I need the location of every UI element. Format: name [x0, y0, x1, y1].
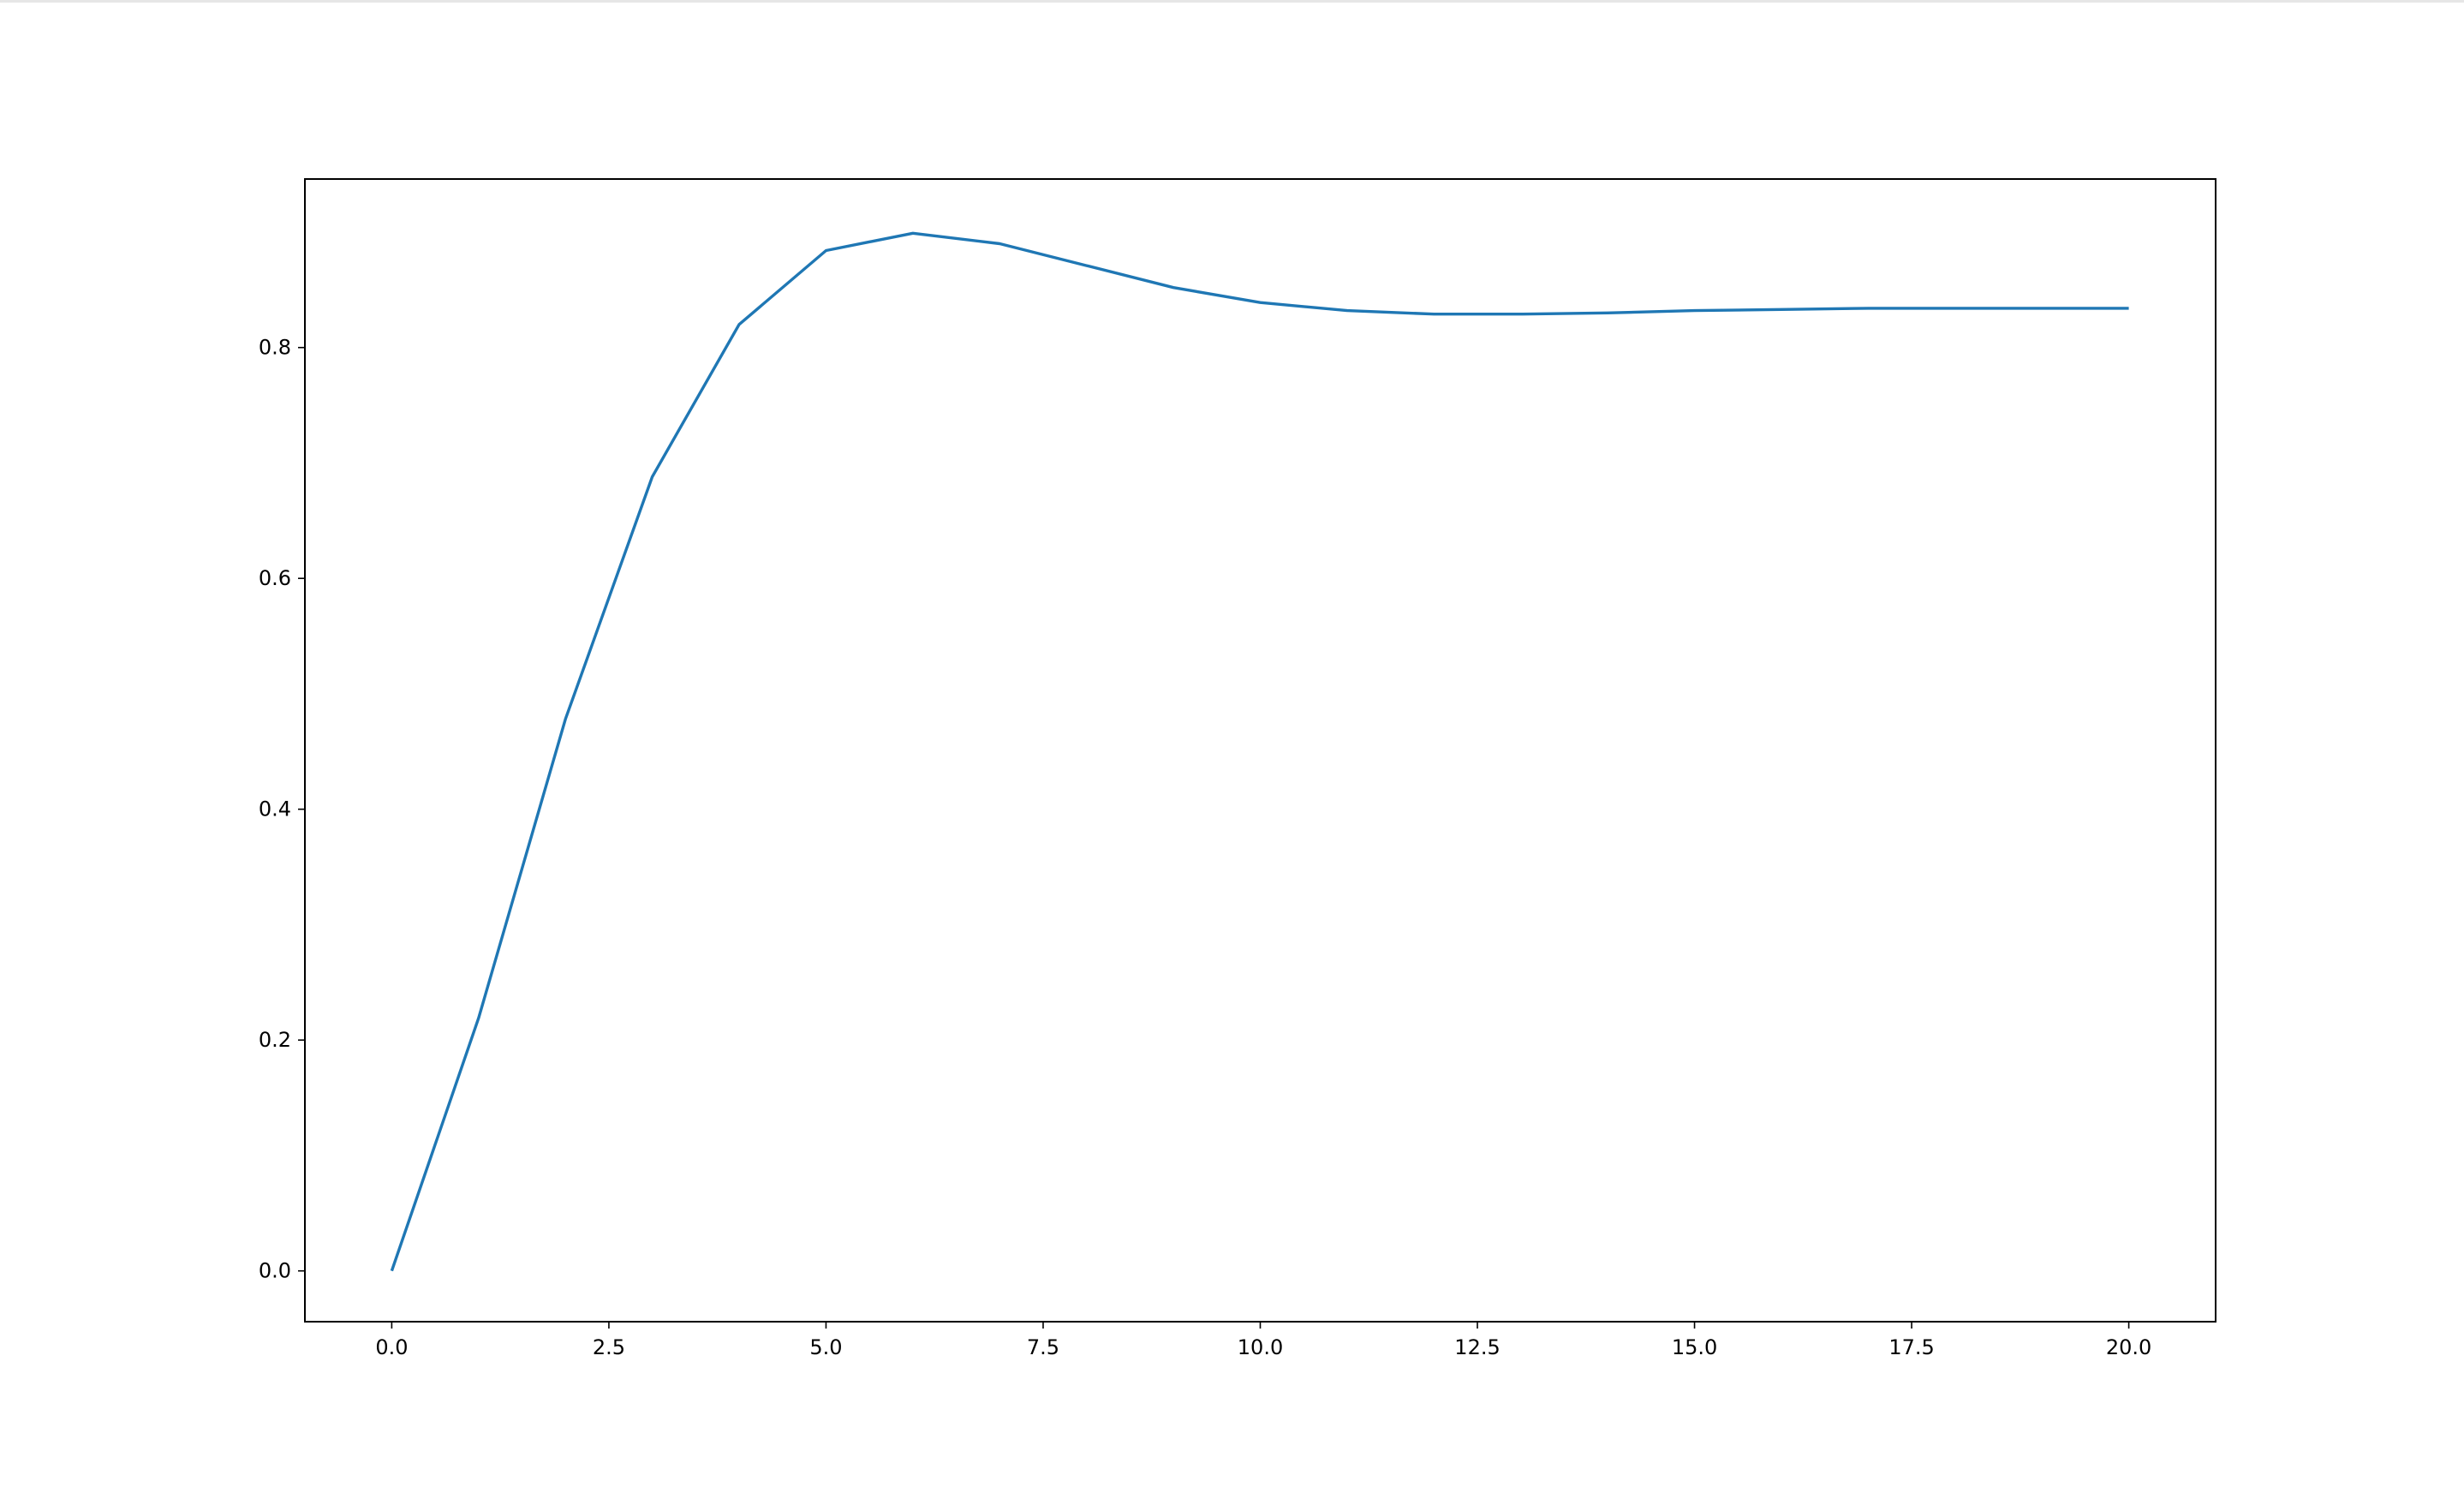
y-tick-label: 0.4	[259, 797, 291, 821]
x-tick: 15.0	[1672, 1322, 1717, 1359]
x-tick-label: 17.5	[1888, 1335, 1934, 1359]
x-tick-label: 5.0	[809, 1335, 842, 1359]
x-tick: 5.0	[809, 1322, 843, 1359]
y-tick: 0.8	[259, 336, 305, 360]
x-tick: 0.0	[375, 1322, 408, 1359]
y-tick-label: 0.6	[259, 566, 291, 590]
y-tick: 0.6	[259, 566, 305, 590]
x-tick-label: 2.5	[593, 1335, 625, 1359]
x-tick-label: 7.5	[1027, 1335, 1059, 1359]
x-tick-label: 0.0	[375, 1335, 408, 1359]
y-tick: 0.0	[259, 1259, 305, 1283]
window-top-border	[0, 0, 2464, 3]
y-tick-label: 0.2	[259, 1028, 291, 1052]
x-tick-label: 10.0	[1238, 1335, 1283, 1359]
plot-series	[390, 231, 2129, 1272]
x-tick-label: 12.5	[1454, 1335, 1500, 1359]
x-axis-ticks: 0.0 2.5 5.0 7.5 10.0 12.5 15.0 17.5 20.0	[375, 1322, 2151, 1359]
x-tick: 7.5	[1027, 1322, 1059, 1359]
y-tick-label: 0.0	[259, 1259, 291, 1283]
x-tick-label: 20.0	[2106, 1335, 2151, 1359]
x-tick-label: 15.0	[1672, 1335, 1717, 1359]
x-tick: 17.5	[1888, 1322, 1935, 1359]
y-tick: 0.4	[259, 797, 305, 821]
series-line	[390, 231, 2129, 1272]
y-tick: 0.2	[259, 1028, 305, 1052]
y-tick-label: 0.8	[259, 336, 291, 360]
x-tick: 20.0	[2106, 1322, 2151, 1359]
y-axis-ticks: 0.0 0.2 0.4 0.6 0.8	[259, 336, 305, 1283]
x-tick: 10.0	[1238, 1322, 1283, 1359]
axes-frame	[304, 178, 2216, 1323]
x-tick: 12.5	[1454, 1322, 1500, 1359]
x-tick: 2.5	[593, 1322, 625, 1359]
